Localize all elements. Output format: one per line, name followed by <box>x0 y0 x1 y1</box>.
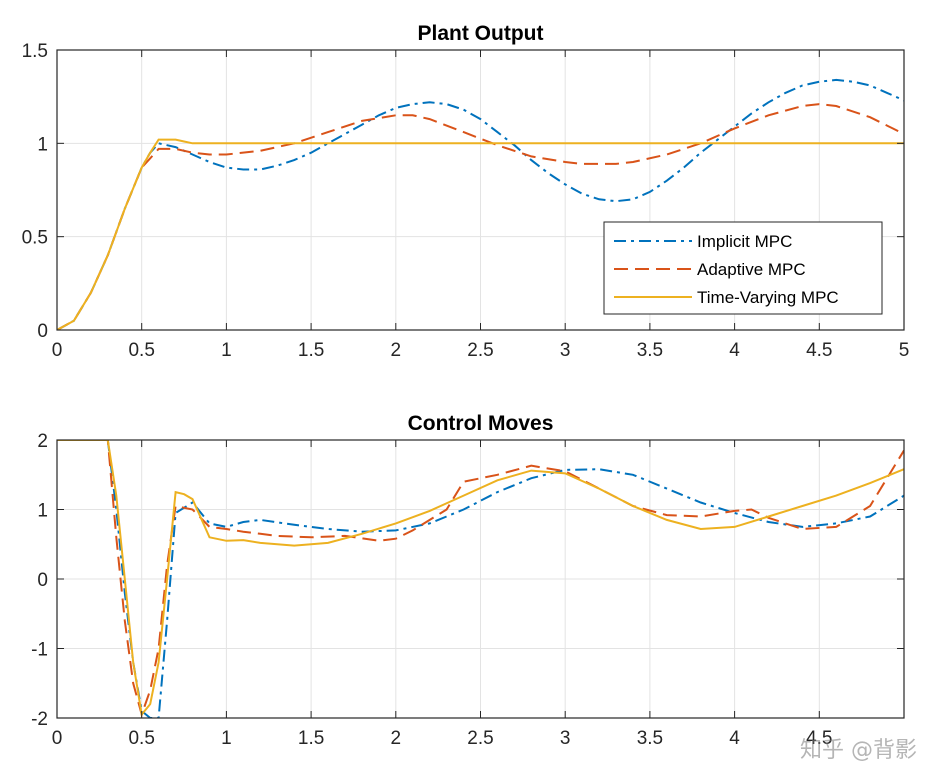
x-tick-label: 1.5 <box>298 340 324 361</box>
x-tick-label: 3 <box>560 728 571 749</box>
x-tick-label: 4.5 <box>806 340 832 361</box>
y-tick-label: 1.5 <box>22 41 48 62</box>
series-line-adaptive-mpc <box>57 440 904 718</box>
y-tick-label: 2 <box>37 431 48 452</box>
legend-box <box>603 221 883 315</box>
x-tick-label: 2.5 <box>467 340 493 361</box>
x-tick-label: 2 <box>391 728 402 749</box>
y-tick-label: -2 <box>31 709 48 730</box>
x-tick-label: 3 <box>560 340 571 361</box>
chart-title: Plant Output <box>418 22 544 45</box>
x-tick-label: 1 <box>221 340 232 361</box>
x-tick-label: 4 <box>729 340 740 361</box>
x-tick-label: 4 <box>729 728 740 749</box>
y-tick-label: 1 <box>37 134 48 155</box>
legend-entry-label: Implicit MPC <box>697 232 792 251</box>
x-tick-label: 1.5 <box>298 728 324 749</box>
x-tick-label: 0 <box>52 340 63 361</box>
x-tick-label: 0.5 <box>128 728 154 749</box>
y-tick-label: -1 <box>31 640 48 661</box>
y-tick-label: 0 <box>37 570 48 591</box>
x-tick-label: 3.5 <box>637 728 663 749</box>
series-line-implicit-mpc <box>57 440 904 718</box>
x-tick-label: 0 <box>52 728 63 749</box>
y-tick-label: 0.5 <box>22 228 48 249</box>
x-tick-label: 1 <box>221 728 232 749</box>
y-tick-label: 1 <box>37 501 48 522</box>
x-tick-label: 0.5 <box>128 340 154 361</box>
series-line-time-varying-mpc <box>57 440 904 717</box>
chart-title: Control Moves <box>408 412 554 435</box>
plant-output-plot: 0 0.5 1 1.5 2 2.5 3 3.5 4 4.5 5 0 0.5 1 1.5 Plant Outpu… <box>22 22 910 361</box>
legend: Implicit MPC Adaptive MPC Time-Varying MPC <box>603 221 883 315</box>
legend-entry-label: Time-Varying MPC <box>697 288 839 307</box>
series-line-adaptive-mpc <box>57 103 904 330</box>
x-tick-label: 4.5 <box>806 728 832 749</box>
x-tick-label: 2.5 <box>467 728 493 749</box>
series-line-time-varying-mpc <box>57 138 904 330</box>
control-moves-plot: 0 0.5 1 1.5 2 2.5 3 3.5 4 4.5 -2 -1 0 1 2 Control Moves <box>31 412 905 749</box>
y-tick-label: 0 <box>37 321 48 342</box>
x-tick-label: 5 <box>899 340 910 361</box>
legend-entry-label: Adaptive MPC <box>697 260 806 279</box>
watermark-text: 知乎 @背影 <box>800 738 917 763</box>
x-tick-label: 2 <box>391 340 402 361</box>
x-tick-label: 3.5 <box>637 340 663 361</box>
